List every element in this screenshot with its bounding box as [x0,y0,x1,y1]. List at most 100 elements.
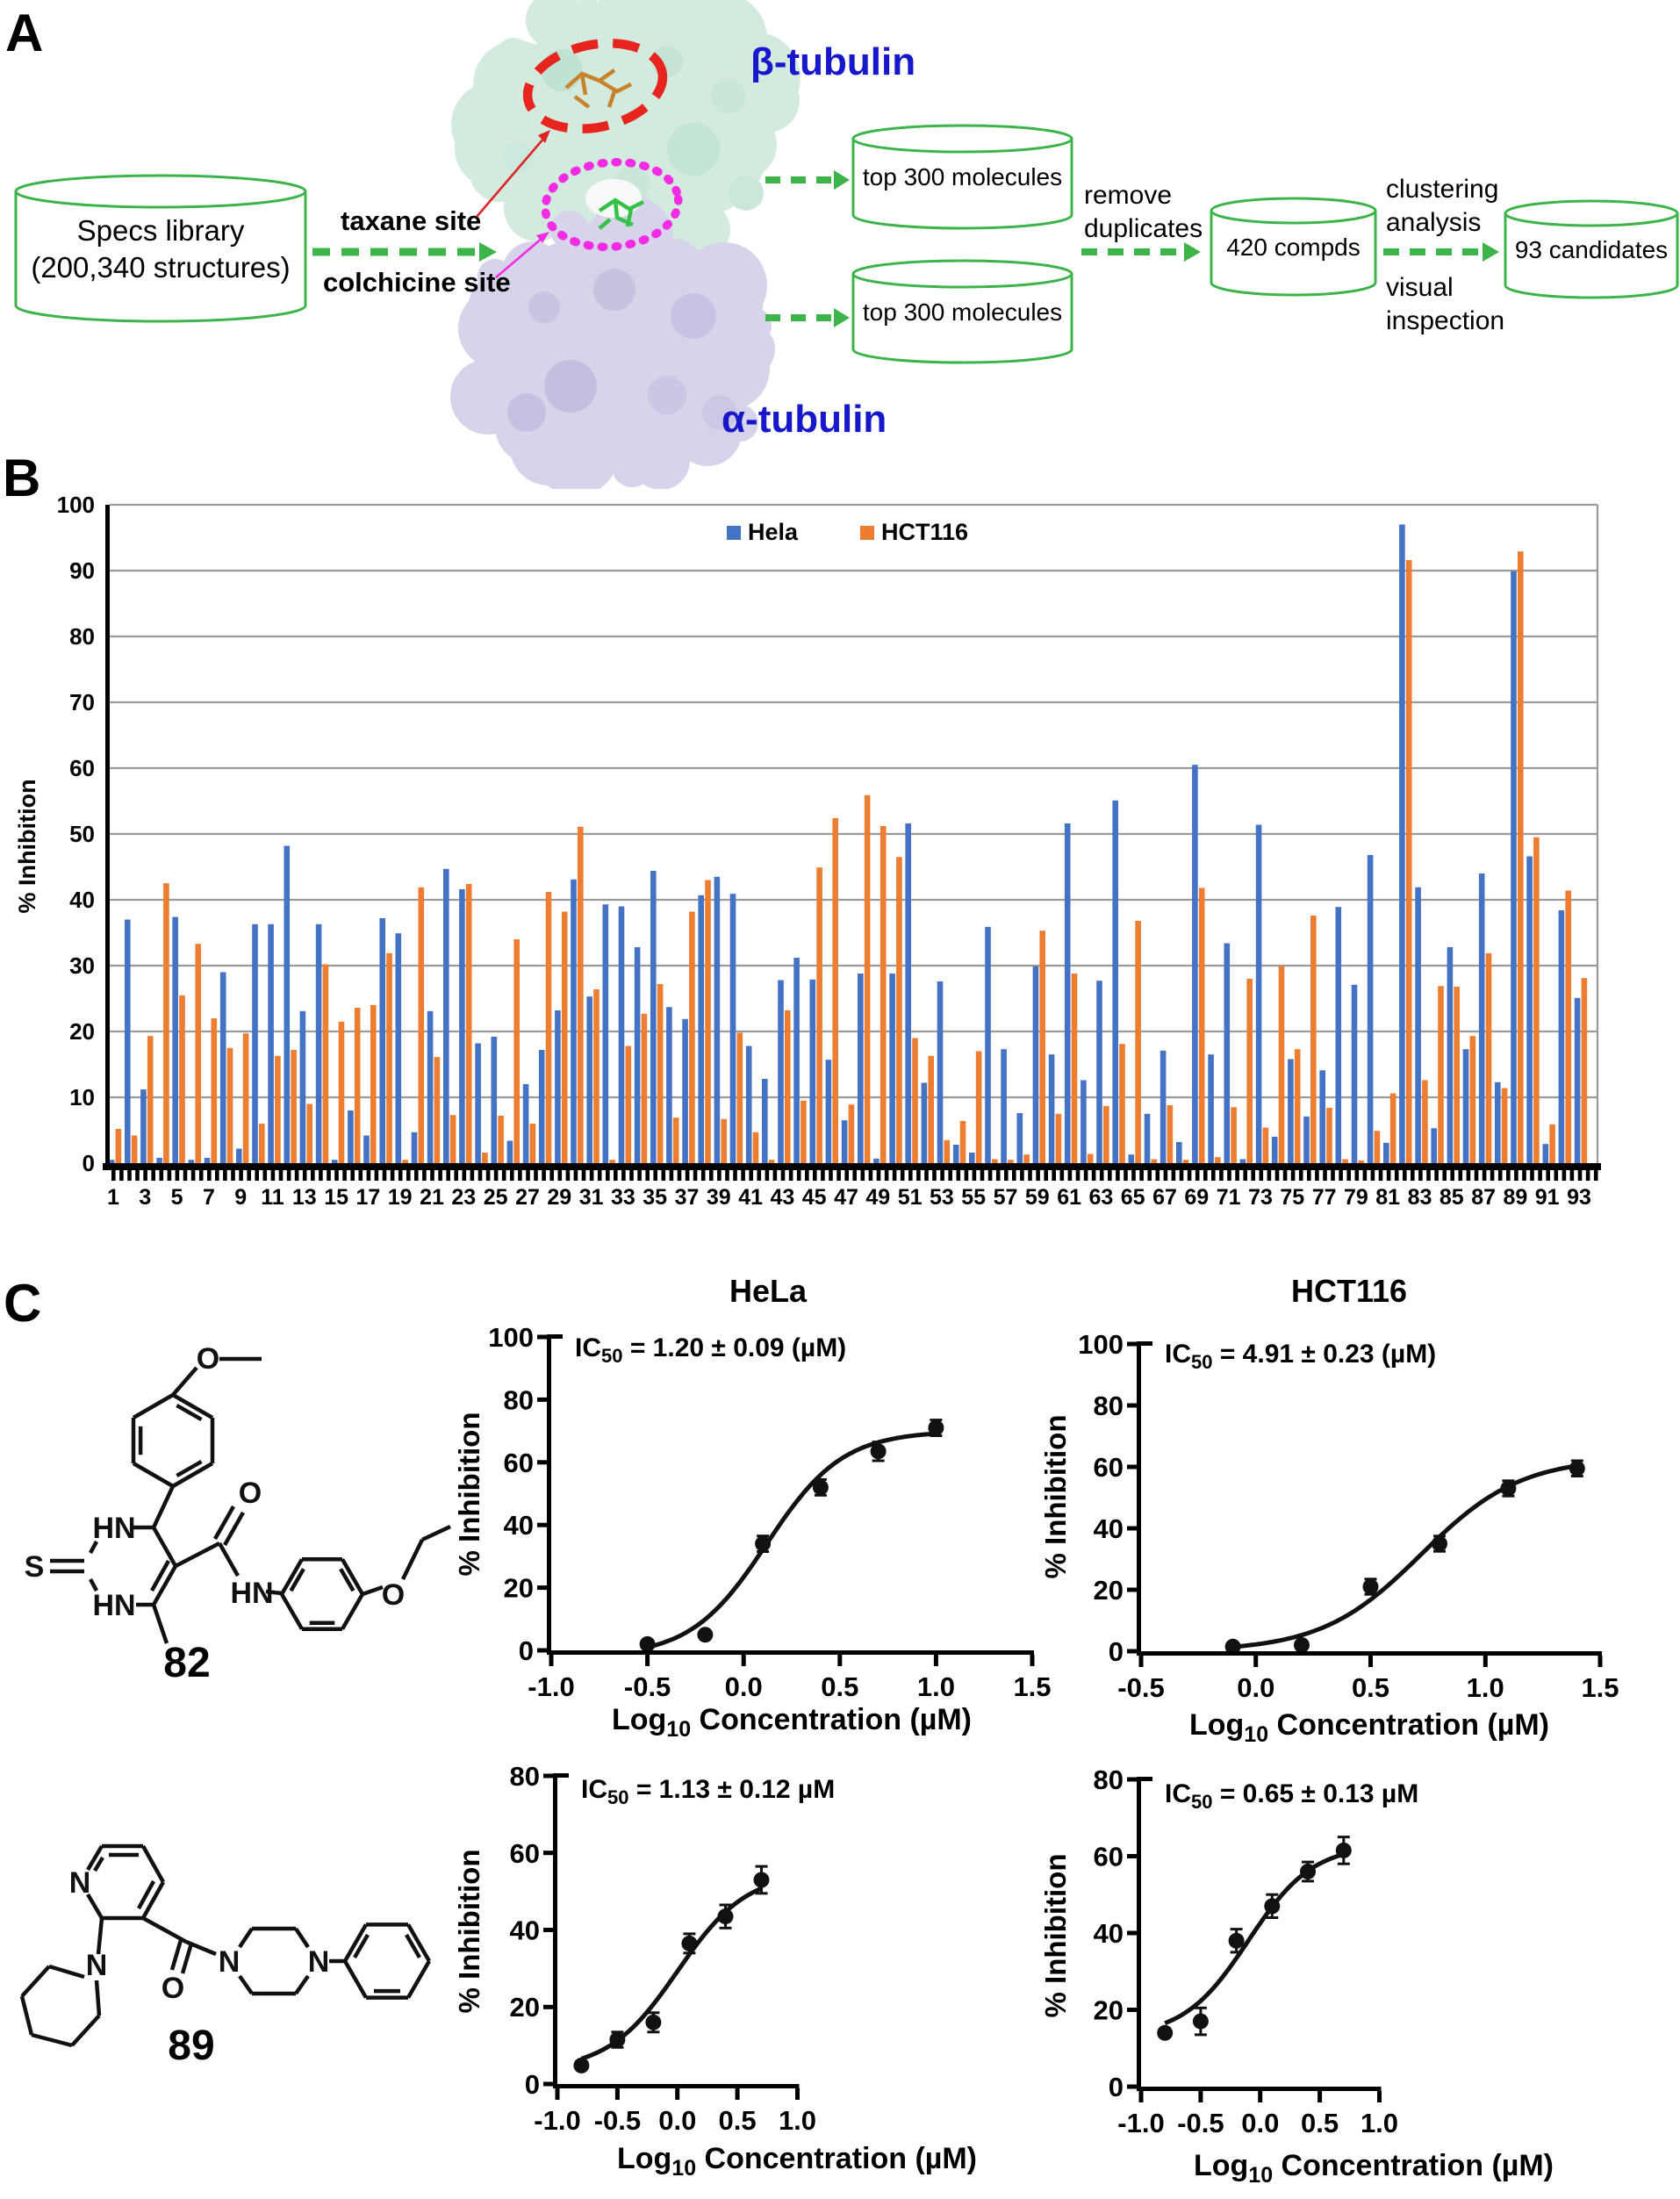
svg-text:Hela: Hela [748,519,799,545]
svg-text:20: 20 [1094,1995,1124,2026]
svg-text:Log10 Concentration (µM): Log10 Concentration (µM) [612,1703,972,1742]
svg-text:60: 60 [510,1838,540,1869]
svg-text:HeLa: HeLa [729,1273,808,1309]
svg-text:55: 55 [961,1185,986,1210]
svg-text:61: 61 [1057,1185,1081,1210]
svg-text:1.5: 1.5 [1581,1672,1619,1703]
svg-text:top 300 molecules: top 300 molecules [863,298,1062,326]
svg-text:20: 20 [504,1573,534,1604]
svg-text:0: 0 [525,2069,540,2100]
svg-text:analysis: analysis [1386,208,1481,237]
svg-text:9: 9 [234,1185,247,1210]
svg-text:N: N [219,1945,241,1979]
svg-text:-1.0: -1.0 [534,2105,580,2136]
svg-text:17: 17 [355,1185,380,1210]
svg-text:59: 59 [1025,1185,1050,1210]
svg-text:5: 5 [171,1185,183,1210]
svg-text:77: 77 [1312,1185,1337,1210]
svg-text:0: 0 [1109,1636,1124,1667]
svg-text:27: 27 [515,1185,540,1210]
svg-text:80: 80 [69,623,95,650]
svg-text:1: 1 [107,1185,119,1210]
svg-text:69: 69 [1184,1185,1209,1210]
svg-text:S: S [25,1550,45,1584]
svg-text:0.5: 0.5 [719,2105,757,2136]
svg-text:89: 89 [1503,1185,1527,1210]
svg-text:47: 47 [834,1185,858,1210]
svg-text:0: 0 [1109,2072,1124,2102]
svg-text:33: 33 [611,1185,635,1210]
svg-text:3: 3 [139,1185,151,1210]
svg-text:0.0: 0.0 [725,1671,763,1702]
svg-text:% Inhibition: % Inhibition [14,780,40,914]
svg-text:40: 40 [504,1510,534,1541]
svg-text:-0.5: -0.5 [1177,2108,1224,2138]
svg-text:80: 80 [510,1761,540,1792]
svg-text:60: 60 [1094,1842,1124,1872]
svg-text:40: 40 [1094,1513,1124,1544]
svg-text:100: 100 [1078,1329,1124,1360]
svg-text:remove: remove [1084,181,1172,210]
svg-text:23: 23 [451,1185,476,1210]
svg-text:60: 60 [504,1448,534,1478]
svg-text:85: 85 [1439,1185,1464,1210]
svg-text:90: 90 [69,557,95,584]
svg-text:75: 75 [1280,1185,1304,1210]
svg-text:21: 21 [420,1185,444,1210]
svg-text:25: 25 [484,1185,508,1210]
svg-text:N: N [86,1949,108,1982]
svg-text:35: 35 [643,1185,667,1210]
svg-text:-0.5: -0.5 [1117,1672,1164,1703]
svg-text:65: 65 [1121,1185,1145,1210]
svg-text:taxane site: taxane site [341,205,481,236]
svg-text:0: 0 [83,1150,95,1176]
svg-text:87: 87 [1471,1185,1496,1210]
svg-text:31: 31 [579,1185,604,1210]
svg-text:93: 93 [1567,1185,1591,1210]
svg-text:15: 15 [324,1185,348,1210]
svg-text:1.0: 1.0 [1361,2108,1398,2138]
svg-text:20: 20 [1094,1575,1124,1606]
svg-text:83: 83 [1408,1185,1432,1210]
svg-text:% Inhibition: % Inhibition [453,1850,485,2014]
svg-text:HCT116: HCT116 [881,519,968,545]
svg-text:% Inhibition: % Inhibition [1039,1415,1072,1579]
svg-text:57: 57 [994,1185,1018,1210]
svg-text:HCT116: HCT116 [1291,1273,1407,1309]
svg-text:10: 10 [69,1084,95,1110]
svg-text:67: 67 [1152,1185,1177,1210]
svg-text:41: 41 [738,1185,763,1210]
svg-text:40: 40 [69,887,95,913]
svg-text:-1.0: -1.0 [528,1671,574,1702]
svg-text:73: 73 [1248,1185,1273,1210]
svg-text:B: B [3,449,40,507]
svg-text:45: 45 [802,1185,827,1210]
svg-text:1.0: 1.0 [779,2105,816,2136]
svg-text:-1.0: -1.0 [1117,2108,1164,2138]
svg-text:1.0: 1.0 [1467,1672,1504,1703]
svg-text:40: 40 [510,1915,540,1946]
svg-text:duplicates: duplicates [1084,214,1203,243]
svg-text:top 300 molecules: top 300 molecules [863,163,1062,190]
svg-text:49: 49 [865,1185,890,1210]
svg-text:0.0: 0.0 [1241,2108,1279,2138]
svg-text:43: 43 [770,1185,794,1210]
svg-text:7: 7 [203,1185,215,1210]
svg-text:63: 63 [1088,1185,1113,1210]
svg-text:39: 39 [707,1185,731,1210]
svg-text:100: 100 [488,1322,534,1353]
svg-text:HN: HN [92,1512,135,1545]
svg-text:α-tubulin: α-tubulin [722,398,887,441]
svg-text:89: 89 [168,2023,214,2069]
svg-text:N: N [308,1945,330,1979]
svg-text:11: 11 [261,1185,284,1210]
svg-text:0: 0 [519,1635,534,1666]
svg-text:30: 30 [69,952,95,979]
svg-text:40: 40 [1094,1918,1124,1949]
svg-text:Specs library: Specs library [77,214,245,247]
svg-text:β-tubulin: β-tubulin [750,40,915,83]
svg-text:20: 20 [69,1018,95,1045]
svg-text:% Inhibition: % Inhibition [1039,1854,1072,2018]
svg-text:-0.5: -0.5 [624,1671,671,1702]
svg-text:HN: HN [230,1577,273,1610]
